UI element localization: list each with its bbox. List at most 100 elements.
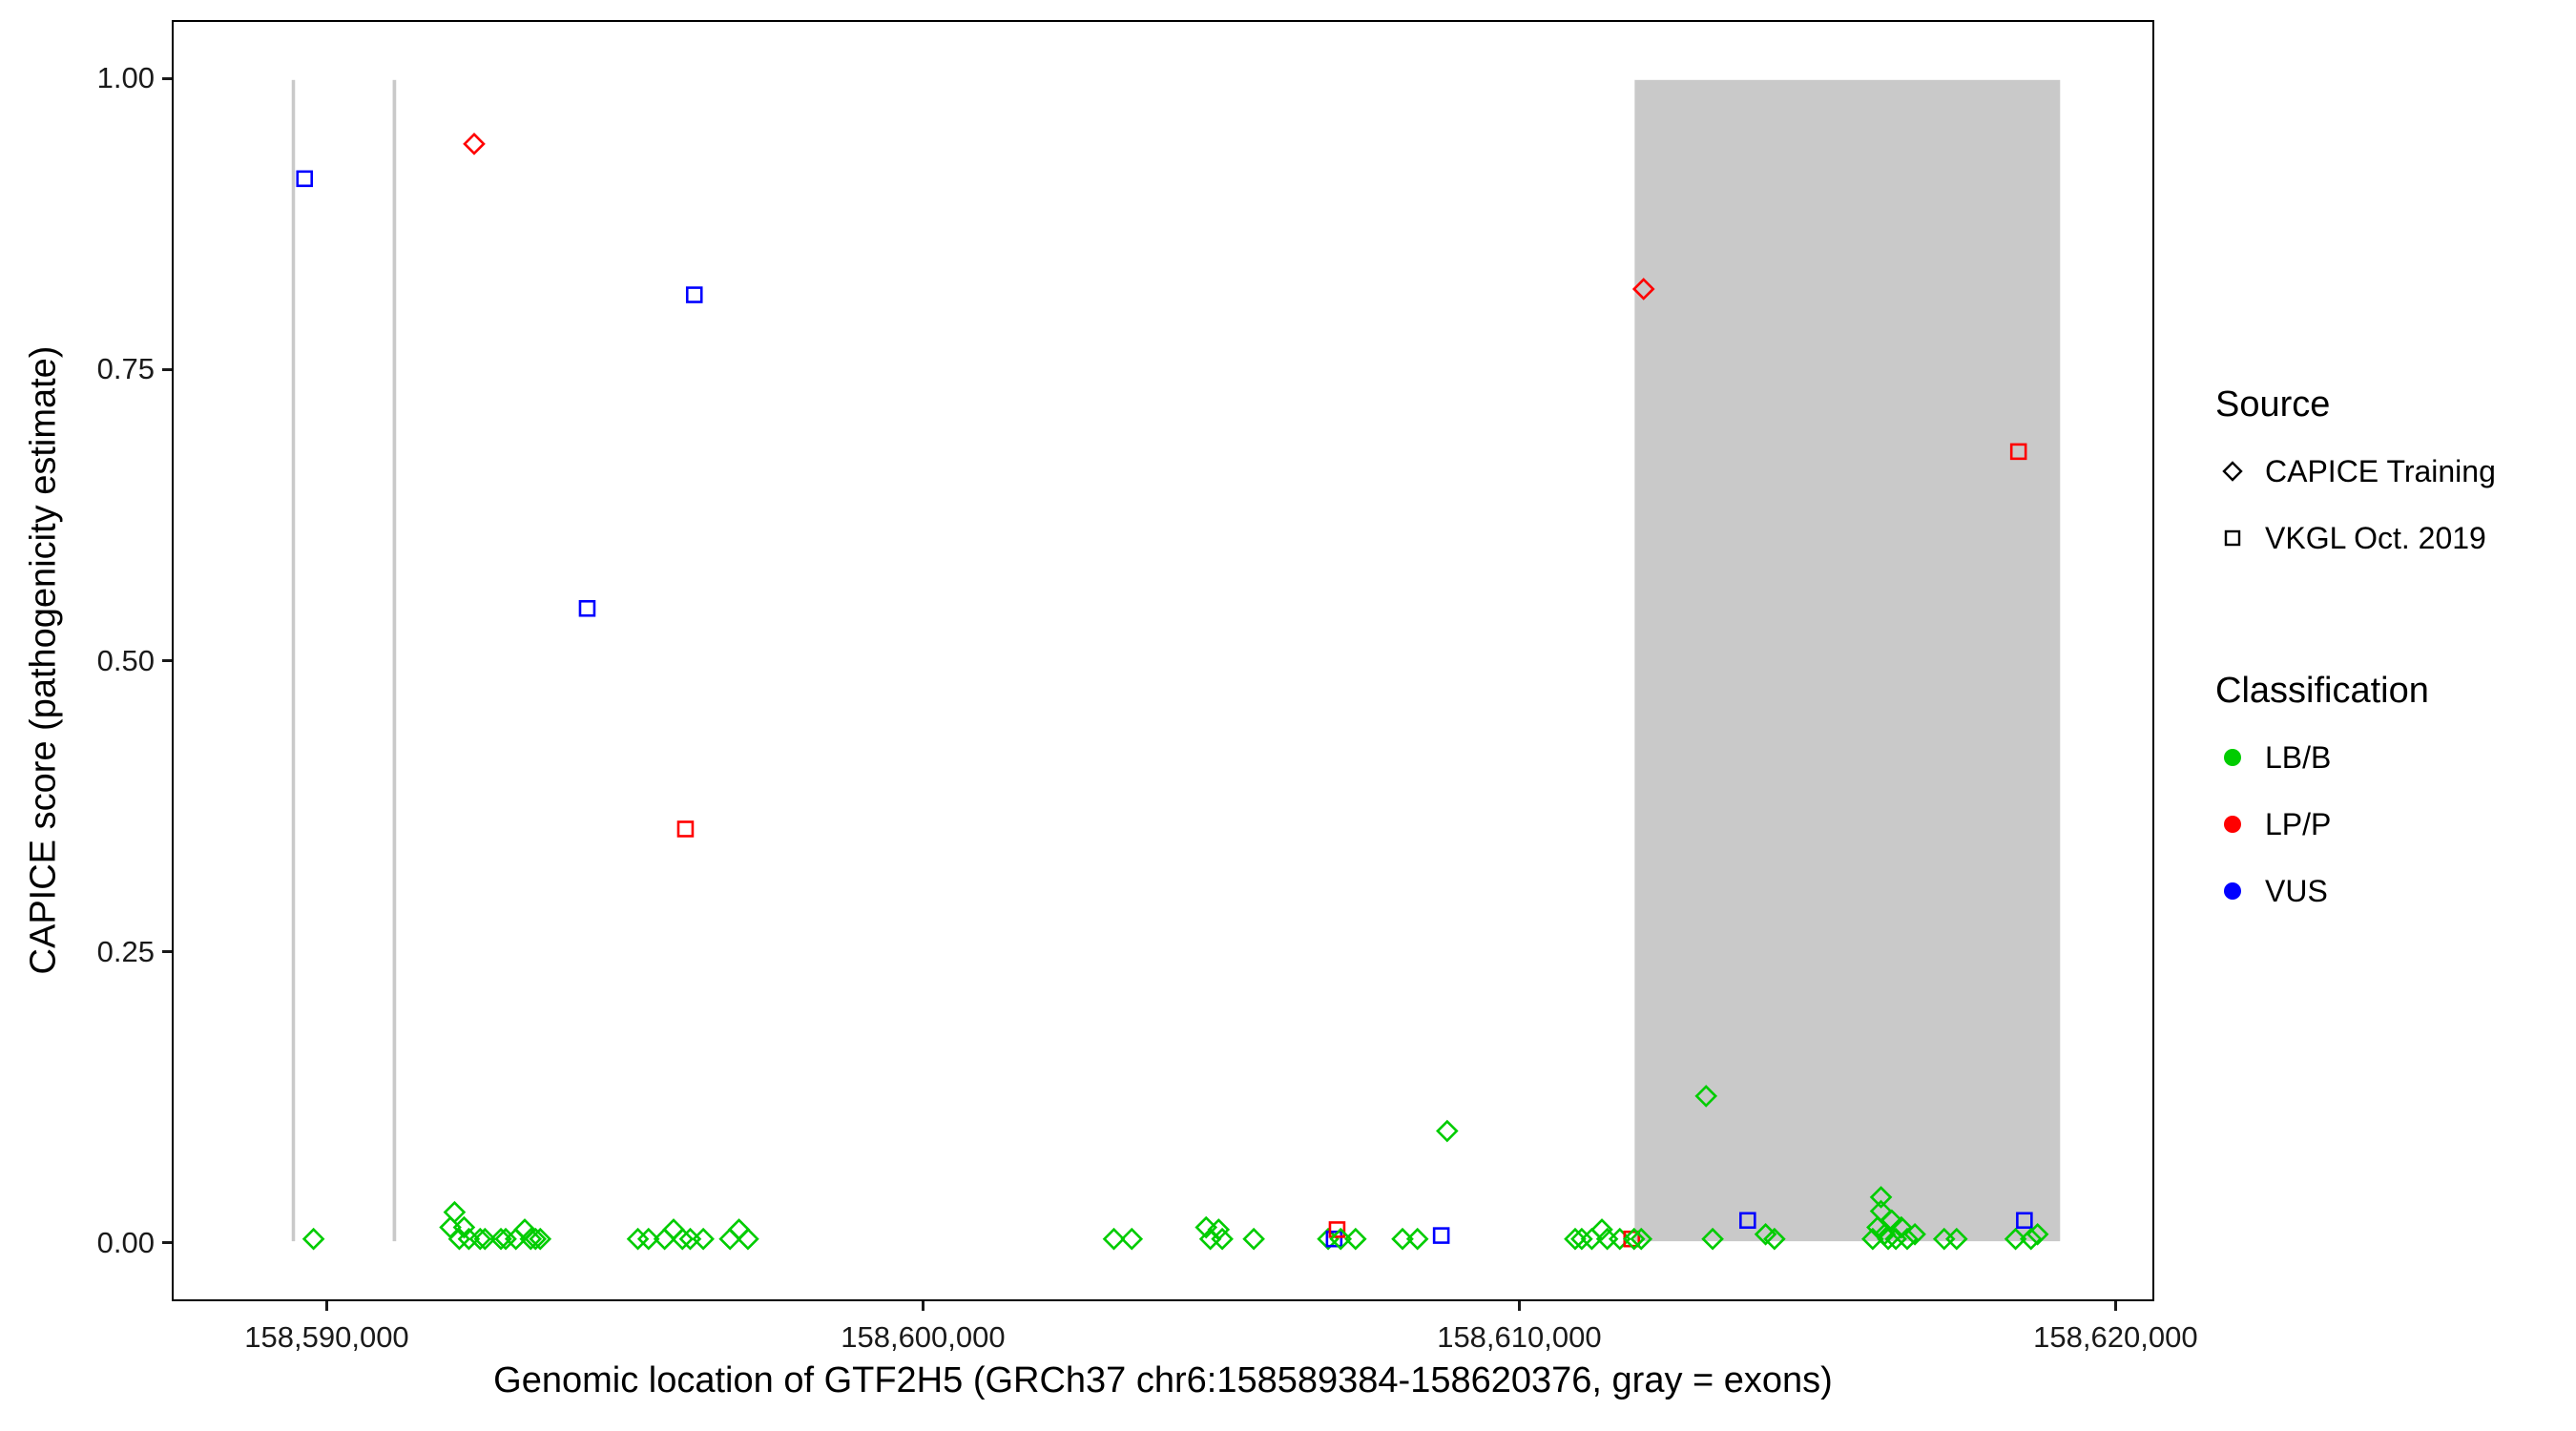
legend-classification-title: Classification <box>2215 671 2429 711</box>
data-point <box>529 1227 552 1251</box>
x-tick-label: 158,610,000 <box>1437 1320 1602 1354</box>
legend-label-lbb: LB/B <box>2265 739 2332 775</box>
y-tick-label: 0.00 <box>96 1225 155 1259</box>
legend-item-lpp: LP/P <box>2215 807 2576 841</box>
data-point <box>1564 1227 1587 1251</box>
data-point <box>1391 1227 1414 1251</box>
data-point <box>578 599 596 617</box>
data-point <box>1694 1085 1718 1108</box>
x-tick-mark <box>1517 1301 1521 1311</box>
x-tick-mark <box>921 1301 924 1311</box>
legend-source-title: Source <box>2215 384 2331 425</box>
plot-panel <box>172 20 2154 1301</box>
x-tick-label: 158,590,000 <box>244 1320 409 1354</box>
y-tick-mark <box>162 76 172 80</box>
data-point <box>1631 278 1655 301</box>
y-tick-label: 0.50 <box>96 643 155 677</box>
legend-item-lbb: LB/B <box>2215 740 2576 775</box>
data-point <box>1590 1218 1613 1241</box>
data-point <box>1211 1227 1234 1251</box>
data-point <box>1869 1186 1893 1209</box>
data-point <box>685 286 703 303</box>
exon-region <box>1634 79 2061 1242</box>
data-point <box>2004 1227 2027 1251</box>
legend: Source CAPICE Training VKGL Oct. 2019 Cl… <box>2215 384 2576 941</box>
data-point <box>1622 1227 1646 1251</box>
data-point <box>473 1227 497 1251</box>
data-point <box>1903 1223 1926 1246</box>
data-point <box>524 1227 548 1251</box>
exon-region <box>291 79 296 1242</box>
data-point <box>2019 1227 2043 1251</box>
data-point <box>2016 1212 2033 1230</box>
y-tick-mark <box>162 950 172 954</box>
data-point <box>443 1200 467 1224</box>
data-point <box>1570 1227 1593 1251</box>
y-tick-mark <box>162 367 172 371</box>
diamond-icon <box>2222 461 2243 482</box>
data-point <box>671 1227 695 1251</box>
y-axis-title: CAPICE score (pathogenicity estimate) <box>23 345 64 975</box>
legend-item-vus: VUS <box>2215 874 2576 908</box>
data-point <box>1880 1209 1903 1233</box>
y-tick-label: 1.00 <box>96 61 155 95</box>
data-point <box>1242 1227 1265 1251</box>
legend-item-vkgl: VKGL Oct. 2019 <box>2215 521 2576 555</box>
data-point <box>2009 443 2027 461</box>
legend-label-vkgl: VKGL Oct. 2019 <box>2265 520 2486 555</box>
data-point <box>452 1215 476 1239</box>
x-tick-mark <box>324 1301 328 1311</box>
data-point <box>1436 1119 1459 1143</box>
y-tick-label: 0.75 <box>96 352 155 386</box>
legend-item-capice-training: CAPICE Training <box>2215 454 2576 488</box>
data-point <box>1343 1227 1367 1251</box>
legend-label-capice-training: CAPICE Training <box>2265 453 2496 488</box>
data-point <box>676 820 695 838</box>
y-tick-mark <box>162 1241 172 1245</box>
data-point <box>1325 1230 1343 1248</box>
legend-label-vus: VUS <box>2265 873 2328 908</box>
data-point <box>1405 1227 1429 1251</box>
data-point <box>636 1227 660 1251</box>
data-point <box>1944 1227 1968 1251</box>
data-point <box>519 1227 543 1251</box>
data-point <box>1432 1227 1450 1244</box>
data-point <box>296 170 314 188</box>
data-point <box>1763 1227 1786 1251</box>
data-point <box>692 1227 715 1251</box>
data-point <box>1207 1218 1231 1241</box>
y-tick-label: 0.25 <box>96 934 155 968</box>
x-tick-mark <box>2113 1301 2117 1311</box>
data-point <box>1630 1227 1653 1251</box>
data-point <box>489 1227 512 1251</box>
y-tick-mark <box>162 659 172 662</box>
legend-label-lpp: LP/P <box>2265 806 2332 841</box>
scatter-plot <box>291 79 2061 1251</box>
data-point <box>1701 1227 1724 1251</box>
red-dot-icon <box>2224 816 2241 833</box>
x-tick-label: 158,620,000 <box>2033 1320 2198 1354</box>
data-point <box>737 1227 759 1251</box>
data-point <box>1120 1227 1144 1251</box>
data-point <box>727 1218 751 1241</box>
data-point <box>1739 1212 1756 1230</box>
x-tick-label: 158,600,000 <box>841 1320 1006 1354</box>
data-point <box>494 1227 517 1251</box>
data-point <box>468 1227 492 1251</box>
data-point <box>1102 1227 1126 1251</box>
data-point <box>2025 1223 2049 1246</box>
data-point <box>1195 1215 1218 1239</box>
data-point <box>463 133 486 156</box>
x-axis-title: Genomic location of GTF2H5 (GRCh37 chr6:… <box>493 1360 1833 1400</box>
data-point <box>1329 1227 1353 1251</box>
data-point <box>1896 1227 1919 1251</box>
data-point <box>626 1227 650 1251</box>
data-point <box>1877 1227 1900 1251</box>
green-dot-icon <box>2224 749 2241 766</box>
data-point <box>301 1227 325 1251</box>
blue-dot-icon <box>2224 882 2241 900</box>
square-icon <box>2224 529 2241 547</box>
exon-region <box>392 79 397 1242</box>
data-point <box>662 1218 685 1241</box>
